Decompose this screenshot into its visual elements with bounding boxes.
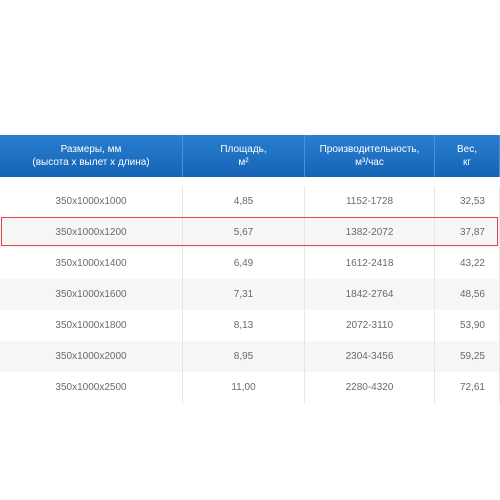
table-cell: 11,00 xyxy=(183,372,305,403)
header-cell: Размеры, мм (высота х вылет х длина) xyxy=(0,135,183,177)
table-cell: 5,67 xyxy=(183,217,305,248)
table-cell: 7,31 xyxy=(183,279,305,310)
table-cell: 350x1000x1200 xyxy=(0,217,183,248)
table-cell: 350x1000x1000 xyxy=(0,186,183,217)
table-cell: 350x1000x1600 xyxy=(0,279,183,310)
table-cell: 8,95 xyxy=(183,341,305,372)
table-row: 350x1000x1600 7,31 1842-2764 48,56 xyxy=(0,279,500,310)
header-text: кг xyxy=(462,157,472,168)
header-text: Вес, xyxy=(456,144,477,155)
table-row: 350x1000x1800 8,13 2072-3110 53,90 xyxy=(0,310,500,341)
header-cell: Площадь, м² xyxy=(183,135,305,177)
table-cell: 59,25 xyxy=(435,341,500,372)
table-cell: 1842-2764 xyxy=(305,279,435,310)
table-cell: 1152-1728 xyxy=(305,186,435,217)
table-cell: 2304-3456 xyxy=(305,341,435,372)
header-text: Площадь, xyxy=(220,144,267,155)
table-row: 350x1000x1400 6,49 1612-2418 43,22 xyxy=(0,248,500,279)
table-cell: 72,61 xyxy=(435,372,500,403)
table-row: 350x1000x2000 8,95 2304-3456 59,25 xyxy=(0,341,500,372)
table-cell: 48,56 xyxy=(435,279,500,310)
table-cell: 1382-2072 xyxy=(305,217,435,248)
table-cell: 6,49 xyxy=(183,248,305,279)
table-row: 350x1000x2500 11,00 2280-4320 72,61 xyxy=(0,372,500,403)
header-text: (высота х вылет х длина) xyxy=(32,157,150,168)
row-highlight xyxy=(1,217,498,246)
header-cell: Производительность, м³/час xyxy=(305,135,435,177)
table-cell: 350x1000x1800 xyxy=(0,310,183,341)
table-cell: 43,22 xyxy=(435,248,500,279)
table-cell: 350x1000x2000 xyxy=(0,341,183,372)
table-cell: 1612-2418 xyxy=(305,248,435,279)
header-text: Производительность, xyxy=(319,144,420,155)
table-cell: 53,90 xyxy=(435,310,500,341)
table-cell: 350x1000x2500 xyxy=(0,372,183,403)
table-cell: 2072-3110 xyxy=(305,310,435,341)
table-cell: 8,13 xyxy=(183,310,305,341)
table-cell: 32,53 xyxy=(435,186,500,217)
table-row: 350x1000x1200 5,67 1382-2072 37,87 xyxy=(0,217,500,248)
header-text: Размеры, мм xyxy=(60,144,122,155)
table-cell: 4,85 xyxy=(183,186,305,217)
header-text: м³/час xyxy=(355,157,384,168)
table-cell: 350x1000x1400 xyxy=(0,248,183,279)
header-cell: Вес, кг xyxy=(435,135,500,177)
table-cell: 2280-4320 xyxy=(305,372,435,403)
header-text: м² xyxy=(238,157,249,168)
table-row: 350x1000x1000 4,85 1152-1728 32,53 xyxy=(0,186,500,217)
